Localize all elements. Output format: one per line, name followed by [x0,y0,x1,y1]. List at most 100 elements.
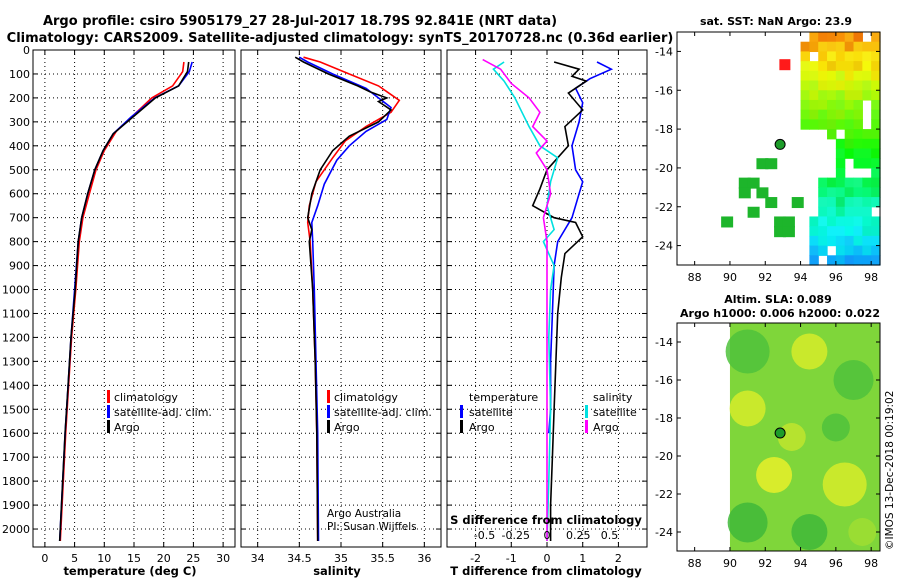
lon-tick-label: 90 [723,271,737,284]
sst-cell [835,109,846,120]
sla-blob [777,423,806,451]
sst-cell [844,51,855,62]
lon-tick-label: 96 [829,557,843,570]
sst-cell [818,70,828,82]
sst-cell [800,51,810,62]
lat-tick-label: -14 [655,45,673,58]
sst-cell [835,148,846,159]
salinity-xlabel: salinity [313,564,361,578]
sst-cell [853,138,863,150]
sla-blob [833,360,874,400]
series-line-satellite-adj-clim- [298,56,392,542]
sst-cell [871,41,881,53]
lat-tick-label: -16 [655,374,673,387]
temperature-profile-grid: 0 5 10 15 20 25 300100200300400500600700800900… [2,44,236,565]
sst-cell [871,245,881,256]
sla-map-frame [676,322,881,552]
sst-cell [853,255,863,266]
series-line-salinity-satellite [492,61,559,542]
sst-cell [853,51,863,62]
sst-patch [774,216,787,228]
sst-cell [853,80,863,91]
sst-cell [844,245,855,256]
sst-cell [835,226,846,237]
lat-tick-label: -16 [655,84,673,97]
x-tick-label: 1 [579,552,586,565]
lat-tick-label: -22 [655,488,673,501]
sst-cell [827,129,837,140]
legend-temperature-title: temperature [469,391,538,404]
sst-cell [871,90,881,101]
sst-cell [862,216,872,227]
sst-cell [809,32,819,43]
sst-cell [818,226,828,237]
sst-cell [827,119,837,130]
sst-cell [818,245,828,256]
sst-cell [835,255,846,266]
temperature-panel: 0 5 10 15 20 25 300100200300400500600700800900… [2,44,236,578]
series-line-temperature-satellite [548,61,614,434]
legend-t-satellite-swatch [460,405,463,418]
legend-satellite-swatch [327,405,330,418]
sst-cell [871,99,881,111]
series-line-temperature-argo [531,61,589,541]
sst-cell [871,119,881,130]
sst-cell [835,245,846,256]
lat-tick-label: -18 [655,412,673,425]
sst-cell [844,41,855,53]
sst-cell [827,99,837,111]
lon-tick-label: 96 [829,271,843,284]
sst-cell [835,70,846,82]
credit-line1: Argo Australia [327,508,401,520]
sla-blob [791,333,828,370]
sst-cell [862,245,872,256]
y-tick-label: 500 [9,164,30,177]
sst-cell [818,90,828,101]
sla-blob [848,518,877,546]
x-tick-label: 0 [41,552,48,565]
sst-cell [809,90,819,101]
sst-cell [835,61,846,72]
y-tick-label: 1600 [2,427,30,440]
sst-cell [844,177,855,188]
sst-cell [871,226,881,237]
sst-cell [871,80,881,91]
sst-cell [853,129,863,140]
lon-tick-label: 98 [864,271,878,284]
sst-cell [862,80,872,91]
sst-cell [835,167,846,179]
lon-tick-label: 94 [794,271,808,284]
sst-patch [756,158,769,170]
sst-patch [782,226,795,238]
s-diff-tick-label: 0.25 [566,529,591,542]
lon-tick-label: 92 [758,271,772,284]
x-tick-label: 30 [216,552,230,565]
legend-climatology: climatology [114,391,178,404]
sst-cell [844,80,855,91]
sst-cell [871,158,881,169]
sst-cell [844,129,855,140]
sst-cell [871,235,881,247]
sst-cell [827,226,837,237]
sst-cell [871,138,881,150]
sst-cell [800,80,810,91]
x-tick-label: 0 [544,552,551,565]
sst-cell [862,197,872,208]
sst-cell [827,197,837,208]
sst-cell [827,61,837,72]
salinity-legend: climatology satellite-adj. clim. Argo [327,390,432,434]
x-tick-label: -1 [506,552,517,565]
legend-satellite-adj: satellite-adj. clim. [334,406,432,419]
sst-cell [818,99,828,111]
sst-cell [835,90,846,101]
sst-cell [818,61,828,72]
sst-cell [809,99,819,111]
sst-cell [818,206,828,218]
sst-cell [809,41,819,53]
sst-cell [827,216,837,227]
sst-cell [853,61,863,72]
s-diff-tick-label: -0.5 [474,529,495,542]
sst-cell [800,70,810,82]
sst-cell [871,148,881,159]
x-tick-label: 34.5 [287,552,312,565]
